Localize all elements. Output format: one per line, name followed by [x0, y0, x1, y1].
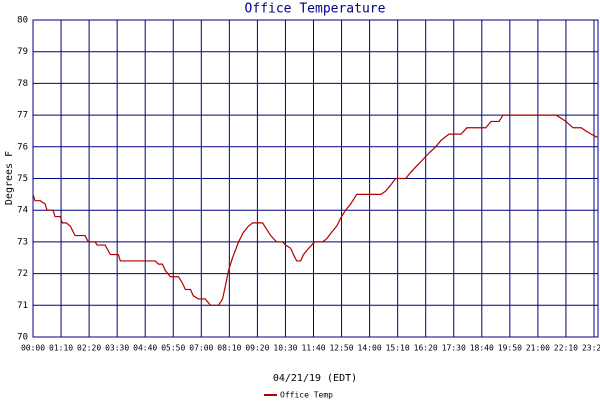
x-tick-label: 16:20: [414, 344, 438, 353]
x-tick-label: 07:00: [189, 344, 213, 353]
x-tick-label: 22:10: [554, 344, 578, 353]
y-tick-label: 72: [17, 269, 28, 279]
y-tick-label: 74: [17, 206, 28, 216]
y-tick-label: 77: [17, 111, 28, 121]
x-tick-label: 01:10: [49, 344, 73, 353]
y-tick-label: 76: [17, 142, 28, 152]
y-tick-label: 70: [17, 333, 28, 343]
x-tick-label: 15:10: [386, 344, 410, 353]
x-tick-label: 03:30: [105, 344, 129, 353]
x-tick-label: 09:20: [245, 344, 269, 353]
x-tick-label: 19:50: [498, 344, 522, 353]
data-line: [32, 114, 598, 306]
x-tick-label: 00:00: [21, 344, 45, 353]
x-axis-label: 04/21/19 (EDT): [273, 373, 357, 384]
y-tick-label: 75: [17, 174, 28, 184]
x-tick-label: 08:10: [217, 344, 241, 353]
chart-title: Office Temperature: [245, 2, 386, 17]
x-tick-label: 18:40: [470, 344, 494, 353]
x-tick-label: 21:00: [526, 344, 550, 353]
y-tick-label: 79: [17, 47, 28, 57]
x-tick-label: 12:50: [329, 344, 353, 353]
x-tick-label: 05:50: [161, 344, 185, 353]
x-tick-label: 23:20: [582, 344, 600, 353]
x-tick-label: 10:30: [273, 344, 297, 353]
x-tick-label: 11:40: [301, 344, 325, 353]
legend-label: Office Temp: [280, 391, 333, 400]
y-tick-label: 78: [17, 79, 28, 89]
x-tick-label: 02:20: [77, 344, 101, 353]
x-tick-label: 17:30: [442, 344, 466, 353]
y-tick-label: 80: [17, 16, 28, 26]
y-tick-label: 71: [17, 301, 28, 311]
y-tick-label: 73: [17, 237, 28, 247]
y-axis-label: Degrees F: [4, 151, 15, 205]
x-tick-label: 14:00: [358, 344, 382, 353]
x-tick-label: 04:40: [133, 344, 157, 353]
